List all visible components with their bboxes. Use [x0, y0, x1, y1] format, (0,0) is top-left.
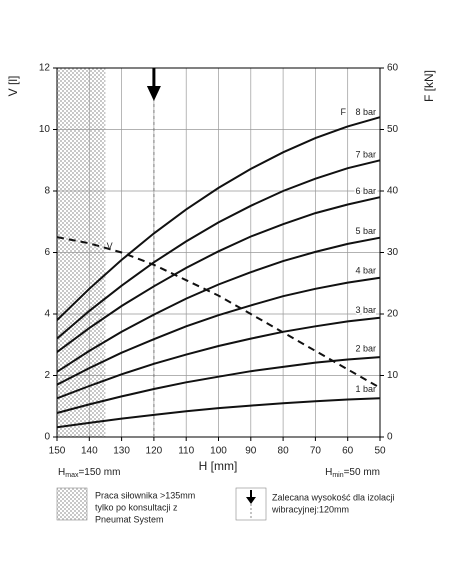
x-tick-label: 90: [245, 446, 257, 457]
series-line: [56, 159, 381, 340]
y-tick-label: 6: [44, 247, 50, 258]
legend-arrow-head: [246, 497, 256, 504]
legend-text: Praca siłownika >135mm: [95, 490, 195, 500]
series-line: [56, 236, 381, 373]
y2-tick-label: 40: [387, 186, 399, 197]
series-label: 4 bar: [355, 266, 376, 276]
hmin-label: Hmin=50 mm: [325, 467, 380, 479]
y2-tick-label: 50: [387, 124, 399, 135]
series-label: 8 bar: [355, 107, 376, 117]
y-axis-label: V [l]: [6, 76, 20, 97]
x-axis-label: H [mm]: [199, 459, 238, 473]
y-tick-label: 0: [44, 432, 50, 443]
y-tick-label: 2: [44, 370, 50, 381]
legend-text: wibracyjnej:120mm: [271, 504, 349, 514]
x-tick-label: 60: [342, 446, 354, 457]
y2-tick-label: 0: [387, 432, 393, 443]
series-line: [56, 276, 381, 386]
plot-frame: [56, 67, 381, 438]
series-label: V: [107, 241, 113, 251]
y2-tick-label: 10: [387, 370, 399, 381]
x-tick-label: 80: [278, 446, 290, 457]
x-tick-label: 110: [178, 446, 194, 457]
y2-tick-label: 60: [387, 63, 399, 74]
recommended-arrow-head: [146, 86, 161, 101]
x-tick-label: 120: [146, 446, 163, 457]
x-tick-label: 100: [210, 446, 227, 457]
x-tick-label: 130: [113, 446, 130, 457]
y-tick-label: 10: [39, 124, 51, 135]
x-tick-label: 70: [310, 446, 322, 457]
series-label: 3 bar: [355, 305, 376, 315]
series-label: 7 bar: [355, 150, 376, 160]
x-tick-label: 50: [374, 446, 386, 457]
y2-tick-label: 20: [387, 309, 399, 320]
legend-text: tylko po konsultacji z: [95, 502, 178, 512]
legend-text: Zalecana wysokość dla izolacji: [272, 492, 395, 502]
series-label: 2 bar: [355, 344, 376, 354]
series-label: 5 bar: [355, 226, 376, 236]
series-line: [56, 236, 381, 389]
y2-axis-label: F [kN]: [422, 70, 436, 102]
series-line: [56, 316, 381, 400]
y-tick-label: 12: [39, 63, 51, 74]
y-tick-label: 8: [44, 186, 50, 197]
x-tick-label: 150: [49, 446, 66, 457]
series-line: [56, 196, 381, 353]
series-line: [56, 116, 381, 321]
series-line: [56, 397, 381, 429]
y-tick-label: 4: [44, 309, 50, 320]
hmax-label: Hmax=150 mm: [58, 467, 120, 479]
legend-text: Pneumat System: [95, 514, 164, 524]
legend-hatch-box: [56, 487, 88, 521]
y2-tick-label: 30: [387, 247, 399, 258]
series-label: 6 bar: [355, 186, 376, 196]
x-tick-label: 140: [81, 446, 98, 457]
series-label: 1 bar: [355, 384, 376, 394]
force-label: F: [341, 107, 347, 117]
series-line: [56, 356, 381, 414]
